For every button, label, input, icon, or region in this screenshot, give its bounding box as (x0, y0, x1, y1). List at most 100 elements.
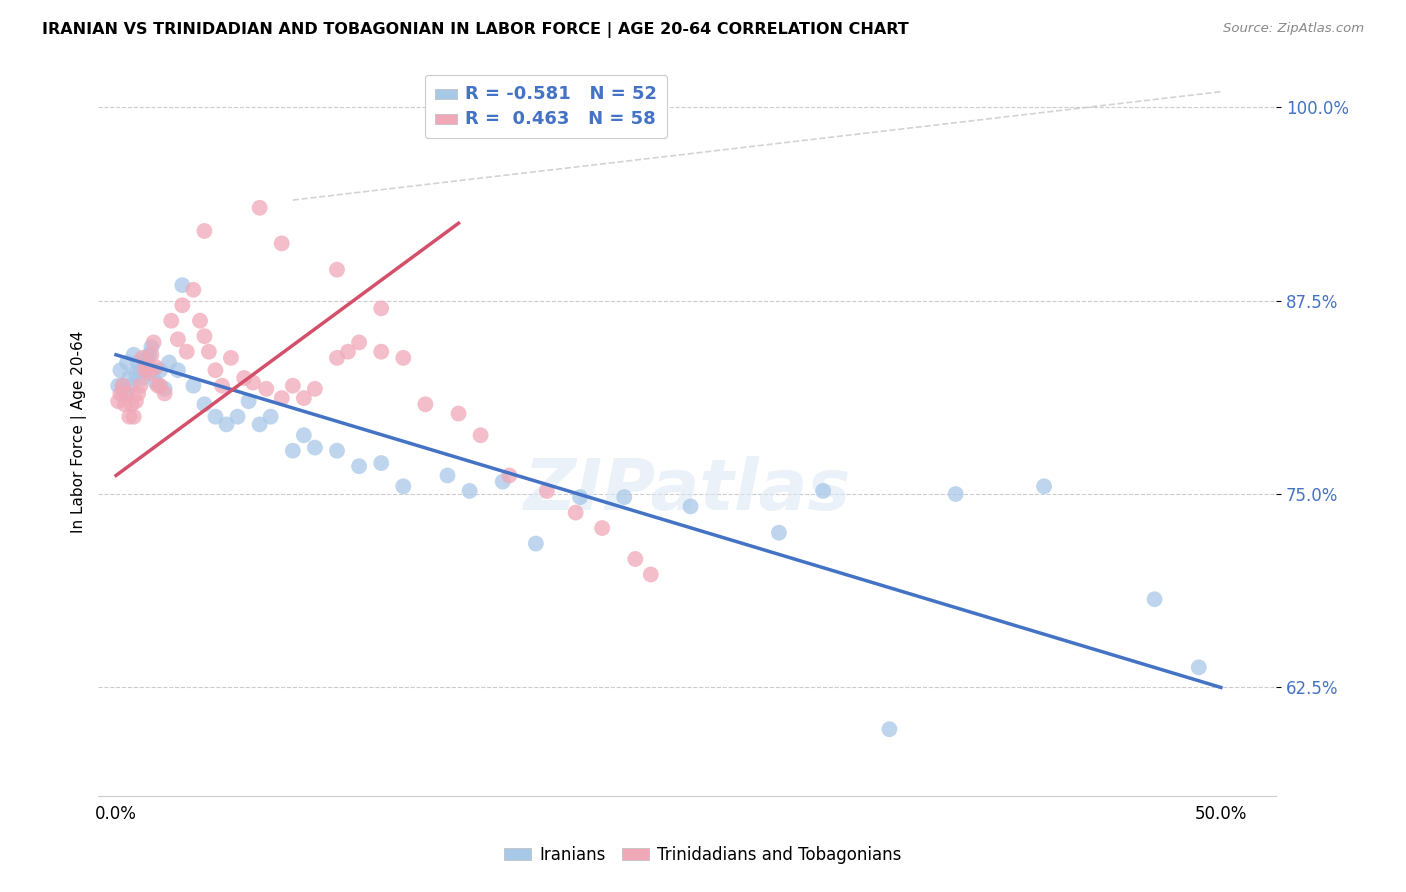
Point (415, 397, 437, 411)
Point (215, 417, 238, 432)
Point (304, 382, 326, 396)
Point (153, 386, 176, 401)
Point (458, 483, 481, 498)
Point (436, 468, 458, 483)
Point (370, 456, 392, 470)
Point (326, 351, 349, 365)
Legend: R = -0.581   N = 52, R =  0.463   N = 58: R = -0.581 N = 52, R = 0.463 N = 58 (425, 76, 666, 138)
Point (141, 340, 163, 354)
Point (640, 567, 662, 582)
Point (591, 521, 613, 535)
Point (326, 443, 349, 458)
Point (114, 397, 136, 411)
Point (536, 483, 558, 498)
Point (122, 348, 145, 362)
Point (115, 355, 138, 369)
Point (326, 262, 349, 277)
Point (292, 391, 315, 405)
Point (270, 236, 292, 251)
Point (226, 409, 249, 424)
Point (198, 344, 221, 359)
Point (129, 363, 152, 377)
Point (138, 367, 160, 381)
Point (492, 475, 515, 489)
Y-axis label: In Labor Force | Age 20-64: In Labor Force | Age 20-64 (72, 331, 87, 533)
Point (125, 367, 148, 381)
Point (564, 506, 586, 520)
Point (281, 378, 304, 392)
Point (204, 409, 226, 424)
Point (188, 314, 211, 328)
Point (131, 371, 153, 385)
Point (249, 201, 271, 215)
Point (879, 723, 901, 737)
Point (138, 348, 160, 362)
Point (118, 371, 141, 385)
Point (110, 386, 132, 401)
Point (337, 344, 360, 359)
Point (134, 355, 156, 369)
Point (149, 378, 172, 392)
Point (347, 459, 370, 474)
Point (107, 394, 129, 409)
Point (347, 335, 370, 350)
Point (370, 344, 392, 359)
Point (945, 487, 967, 501)
Legend: Iranians, Trinidadians and Tobagonians: Iranians, Trinidadians and Tobagonians (498, 839, 908, 871)
Point (142, 335, 165, 350)
Point (167, 363, 190, 377)
Point (125, 394, 148, 409)
Point (498, 468, 520, 483)
Point (121, 378, 143, 392)
Point (304, 441, 326, 455)
Point (392, 479, 415, 493)
Point (107, 378, 129, 392)
Point (134, 363, 156, 377)
Point (292, 428, 315, 442)
Point (110, 363, 132, 377)
Point (176, 344, 198, 359)
Point (149, 363, 172, 377)
Point (569, 490, 592, 504)
Point (370, 301, 392, 316)
Point (219, 351, 242, 365)
Point (811, 483, 834, 498)
Point (281, 443, 304, 458)
Point (679, 500, 702, 514)
Point (111, 378, 134, 392)
Point (141, 348, 163, 362)
Point (1188, 660, 1211, 674)
Point (131, 351, 153, 365)
Point (153, 382, 176, 396)
Point (118, 409, 141, 424)
Point (111, 378, 134, 392)
Point (204, 363, 226, 377)
Point (1143, 592, 1166, 607)
Point (127, 355, 149, 369)
Point (447, 407, 470, 421)
Text: IRANIAN VS TRINIDADIAN AND TOBAGONIAN IN LABOR FORCE | AGE 20-64 CORRELATION CHA: IRANIAN VS TRINIDADIAN AND TOBAGONIAN IN… (42, 22, 908, 38)
Point (145, 360, 167, 375)
Point (183, 378, 205, 392)
Point (768, 525, 790, 540)
Point (1033, 479, 1056, 493)
Point (392, 351, 415, 365)
Point (249, 417, 271, 432)
Point (172, 278, 194, 293)
Point (121, 397, 143, 411)
Point (136, 351, 159, 365)
Text: ZIPatlas: ZIPatlas (523, 456, 851, 524)
Point (167, 332, 190, 346)
Point (624, 552, 647, 566)
Point (146, 378, 169, 392)
Point (136, 360, 159, 375)
Point (470, 428, 492, 442)
Text: Source: ZipAtlas.com: Source: ZipAtlas.com (1223, 22, 1364, 36)
Point (145, 376, 167, 390)
Point (524, 536, 547, 550)
Point (613, 490, 636, 504)
Point (127, 386, 149, 401)
Point (193, 329, 215, 343)
Point (115, 386, 138, 401)
Point (260, 409, 283, 424)
